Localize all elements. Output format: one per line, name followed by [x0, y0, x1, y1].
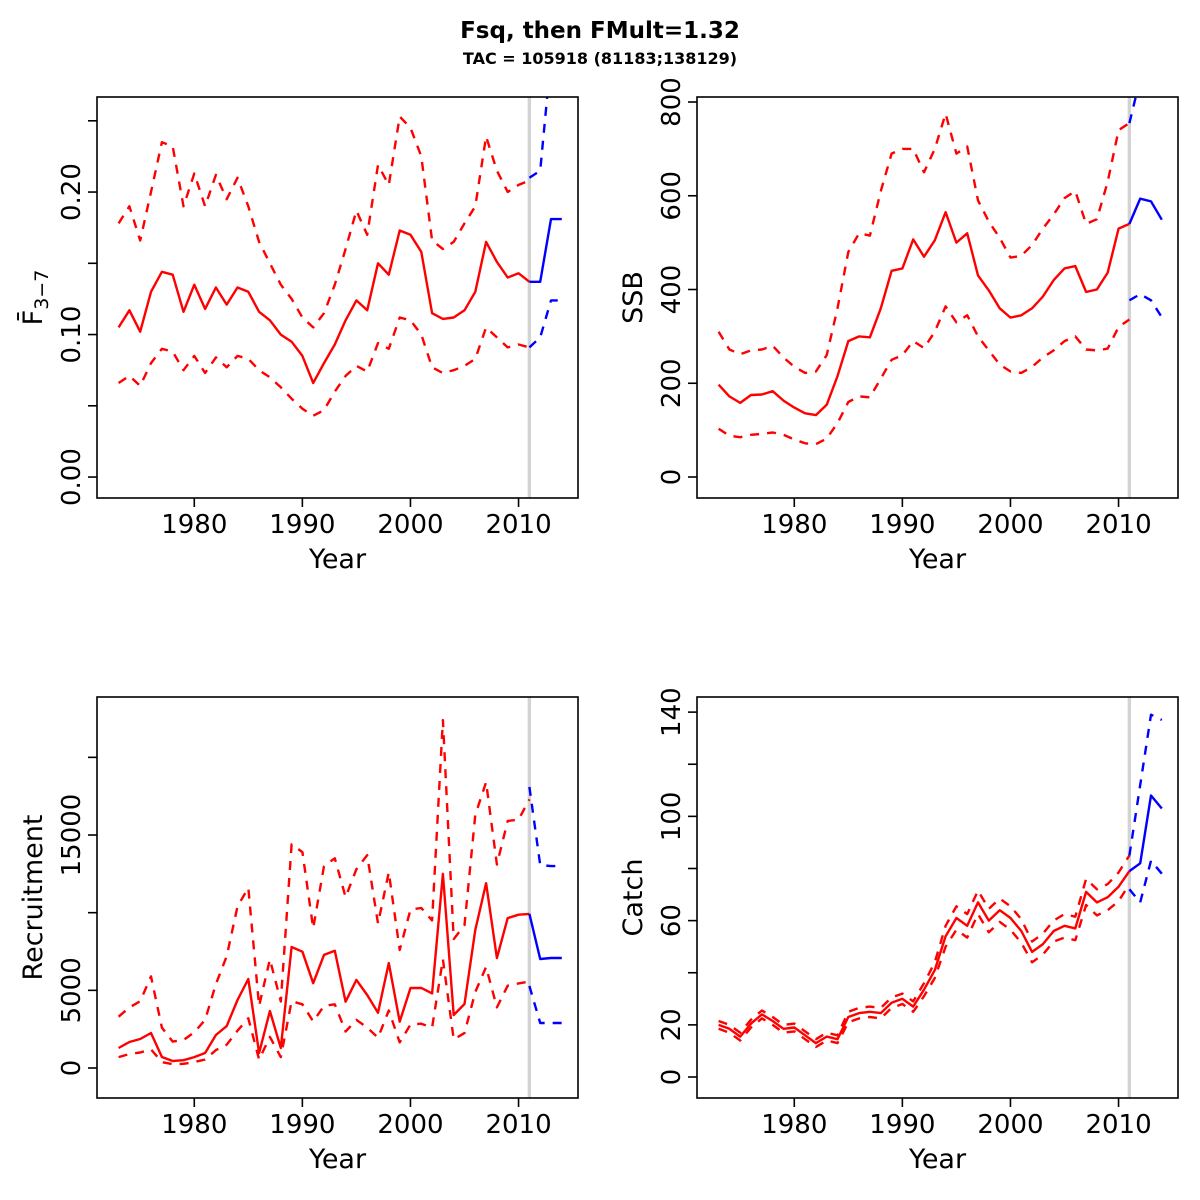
recruitment-y-axis-title: Recruitment [18, 815, 49, 981]
catch-x-tick-label: 2010 [1085, 1110, 1151, 1140]
recruitment-plot-area [117, 697, 562, 1098]
ssb-x-tick-label: 2010 [1085, 510, 1151, 540]
catch-y-tick-label: 60 [657, 904, 687, 937]
recruitment-projection-median-line [528, 913, 562, 961]
ssb-plot-border [696, 96, 1179, 499]
f-projection-lower-ci-line [528, 299, 562, 349]
recruitment-y-tick-label: 5000 [57, 957, 87, 1023]
recruitment-x-tick-label: 1980 [161, 1110, 227, 1140]
f-projection-upper-ci-line [528, 97, 549, 179]
f-history-lower-ci-line [117, 316, 530, 417]
ssb-y-tick-label: 800 [657, 77, 687, 127]
f-plot-border [96, 96, 579, 499]
recruitment-projection-lower-ci-line [528, 985, 562, 1025]
catch-y-tick-label: 0 [657, 1069, 687, 1086]
plot-subtitle: TAC = 105918 (81183;138129) [462, 49, 738, 68]
recruitment-history-upper-ci-line [117, 718, 531, 1043]
catch-y-axis-title: Catch [618, 859, 649, 937]
f-x-axis-title: Year [308, 544, 367, 575]
recruitment-plot-border [96, 696, 579, 1099]
ssb-projection-median-line [1128, 197, 1163, 225]
chart-catch-vs-year: 1980 1990 2000 2010 0 20 60 100 140 Year Catch [618, 687, 1179, 1175]
chart-recruitment-vs-year: 1980 1990 2000 2010 0 5000 15000 Year Recruitmen… [18, 696, 579, 1175]
ssb-history-median-line [717, 210, 1130, 417]
catch-x-tick-label: 1980 [761, 1110, 827, 1140]
f-y-tick-label: 0.20 [57, 163, 87, 221]
f-plot-area [117, 97, 562, 498]
f-x-tick-label: 2000 [377, 510, 443, 540]
recruitment-history-median-line [118, 872, 530, 1063]
f-y-axis-title: F̄3−7 [17, 270, 53, 326]
ssb-projection-upper-ci-line [1128, 97, 1137, 124]
ssb-projection-lower-ci-line [1128, 293, 1163, 318]
catch-history-upper-ci-line [718, 854, 1131, 1041]
catch-history-median-line [718, 870, 1131, 1045]
ssb-y-tick-label: 600 [657, 171, 687, 221]
f-y-tick-label: 0.10 [57, 306, 87, 364]
ssb-plot-area [717, 97, 1163, 498]
recruitment-x-tick-label: 1990 [269, 1110, 335, 1140]
catch-x-tick-label: 2000 [977, 1110, 1043, 1140]
recruitment-x-tick-label: 2010 [485, 1110, 551, 1140]
ssb-y-axis-title: SSB [618, 271, 649, 324]
ssb-y-tick-label: 400 [657, 265, 687, 315]
catch-plot-border [696, 696, 1179, 1099]
recruitment-y-tick-label: 0 [57, 1060, 87, 1077]
catch-x-axis-title: Year [908, 1144, 967, 1175]
ssb-history-upper-ci-line [717, 112, 1131, 375]
catch-projection-lower-ci-line [1128, 859, 1163, 904]
ssb-y-tick-label: 0 [657, 469, 687, 486]
plot-title: Fsq, then FMult=1.32 [460, 18, 740, 44]
ssb-x-tick-label: 1980 [761, 510, 827, 540]
ssb-x-axis-title: Year [908, 544, 967, 575]
catch-plot-area [718, 697, 1163, 1098]
catch-projection-upper-ci-line [1128, 713, 1163, 856]
f-y-tick-label: 0.00 [57, 448, 87, 506]
catch-y-tick-label: 140 [657, 687, 687, 737]
f-x-tick-label: 1980 [161, 510, 227, 540]
recruitment-history-lower-ci-line [118, 958, 530, 1066]
f-history-upper-ci-line [117, 115, 530, 329]
ssb-y-tick-label: 200 [657, 358, 687, 408]
catch-x-tick-label: 1990 [869, 1110, 935, 1140]
catch-history-lower-ci-line [718, 883, 1131, 1049]
catch-y-tick-label: 20 [657, 1008, 687, 1041]
recruitment-projection-upper-ci-line [528, 786, 562, 868]
ssb-history-lower-ci-line [717, 305, 1131, 446]
catch-y-tick-label: 100 [657, 792, 687, 842]
recruitment-x-tick-label: 2000 [377, 1110, 443, 1140]
f-history-median-line [117, 229, 531, 385]
recruitment-x-axis-title: Year [308, 1144, 367, 1175]
catch-projection-median-line [1128, 794, 1163, 873]
ssb-x-tick-label: 1990 [869, 510, 935, 540]
f-projection-median-line [529, 217, 562, 283]
f-x-tick-label: 1990 [269, 510, 335, 540]
chart-fbar-vs-year: 1980 1990 2000 2010 0.00 0.10 0.20 Year F̄3−7 [17, 96, 579, 575]
recruitment-y-tick-label: 15000 [57, 794, 87, 877]
ssb-x-tick-label: 2000 [977, 510, 1043, 540]
f-x-tick-label: 2010 [485, 510, 551, 540]
chart-ssb-vs-year: 1980 1990 2000 2010 0 200 400 600 800 Year SSB [618, 77, 1179, 575]
